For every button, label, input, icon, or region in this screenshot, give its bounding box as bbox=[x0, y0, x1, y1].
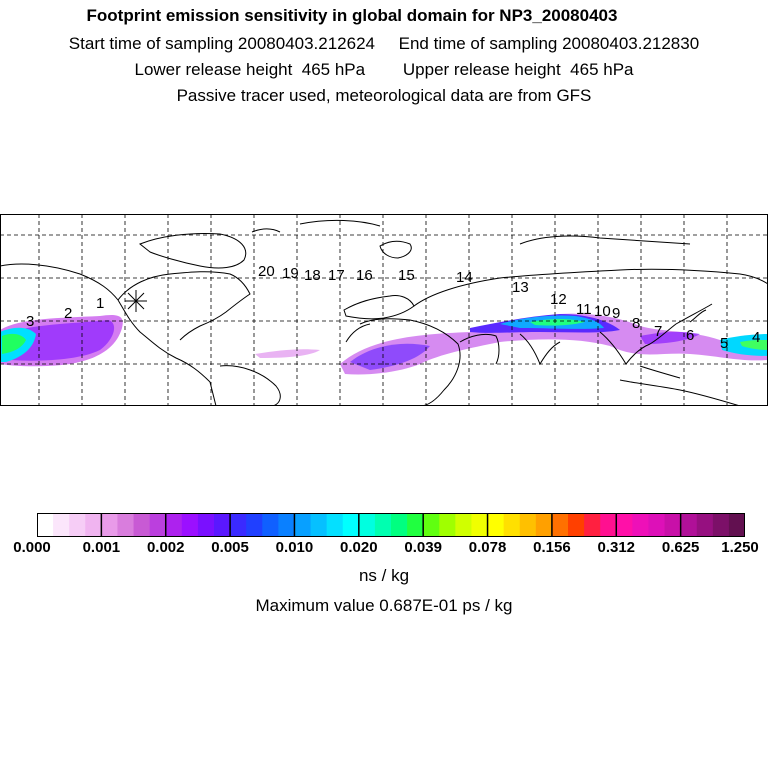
colorbar-tick-label: 0.156 bbox=[533, 539, 571, 556]
colorbar-swatch bbox=[568, 513, 585, 537]
trajectory-label: 11 bbox=[576, 301, 592, 318]
colorbar-swatch bbox=[584, 513, 601, 537]
colorbar-swatch bbox=[712, 513, 730, 537]
trajectory-label: 18 bbox=[304, 267, 321, 284]
release-height-line: Lower release height 465 hPa Upper relea… bbox=[134, 60, 634, 79]
colorbar-swatch bbox=[326, 513, 344, 537]
colorbar-tick-label: 0.625 bbox=[661, 539, 700, 556]
maximum-value: Maximum value 0.687E-01 ps / kg bbox=[255, 596, 513, 615]
colorbar-swatch bbox=[374, 513, 392, 537]
trajectory-label: 14 bbox=[456, 269, 473, 286]
trajectory-label: 6 bbox=[686, 327, 694, 344]
emission-footprint bbox=[0, 313, 768, 375]
trajectory-label: 9 bbox=[612, 305, 620, 322]
colorbar-swatch bbox=[551, 513, 569, 537]
colorbar-swatch bbox=[391, 513, 408, 537]
colorbar-tick-label: 0.002 bbox=[146, 539, 185, 556]
colorbar-tick-label: 0.020 bbox=[340, 539, 378, 556]
colorbar bbox=[37, 513, 745, 537]
colorbar-swatch bbox=[358, 513, 376, 537]
trajectory-label: 8 bbox=[632, 315, 640, 332]
colorbar-swatch bbox=[519, 513, 537, 537]
colorbar-swatch bbox=[503, 513, 521, 537]
trajectory-label: 13 bbox=[512, 279, 529, 296]
colorbar-tick-label: 0.005 bbox=[211, 539, 249, 556]
colorbar-swatch bbox=[117, 513, 135, 537]
sampling-time-line: Start time of sampling 20080403.212624 E… bbox=[68, 34, 700, 53]
trajectory-label: 10 bbox=[594, 303, 611, 320]
colorbar-swatch bbox=[69, 513, 86, 537]
trajectory-label: 2 bbox=[64, 305, 72, 322]
colorbar-swatch bbox=[101, 513, 118, 537]
colorbar-swatch bbox=[423, 513, 440, 537]
colorbar-swatch bbox=[230, 513, 247, 537]
colorbar-swatch bbox=[648, 513, 666, 537]
trajectory-label: 19 bbox=[282, 265, 299, 282]
colorbar-swatch bbox=[471, 513, 489, 537]
trajectory-label: 4 bbox=[752, 329, 760, 346]
colorbar-swatch bbox=[310, 513, 328, 537]
trajectory-label: 17 bbox=[328, 267, 345, 284]
trajectory-label: 16 bbox=[356, 267, 373, 284]
trajectory-label: 5 bbox=[720, 335, 728, 352]
trajectory-label: 3 bbox=[26, 313, 34, 330]
colorbar-tick-label: 0.010 bbox=[275, 539, 314, 556]
colorbar-swatch bbox=[535, 513, 553, 537]
colorbar-swatch bbox=[85, 513, 102, 537]
lat-lon-grid bbox=[0, 214, 768, 406]
colorbar-tick-label: 0.000 bbox=[13, 539, 51, 556]
colorbar-swatch bbox=[728, 513, 745, 537]
colorbar-tick-label: 1.250 bbox=[721, 539, 759, 556]
colorbar-swatch bbox=[294, 513, 312, 537]
colorbar-tick-label: 0.312 bbox=[597, 539, 636, 556]
colorbar-swatch bbox=[680, 513, 698, 537]
trajectory-label: 20 bbox=[258, 263, 275, 280]
colorbar-swatch bbox=[197, 513, 215, 537]
colorbar-tick-label: 0.078 bbox=[468, 539, 507, 556]
colorbar-swatch bbox=[664, 513, 682, 537]
trajectory-label: 15 bbox=[398, 267, 415, 284]
map-frame bbox=[0, 214, 768, 406]
colorbar-swatch bbox=[455, 513, 472, 537]
colorbar-swatch bbox=[342, 513, 360, 537]
colorbar-swatch bbox=[487, 513, 505, 537]
colorbar-tick-label: 0.039 bbox=[404, 539, 442, 556]
colorbar-swatch bbox=[133, 513, 151, 537]
colorbar-units: ns / kg bbox=[358, 566, 410, 585]
colorbar-swatch bbox=[278, 513, 295, 537]
colorbar-swatch bbox=[696, 513, 714, 537]
colorbar-tick-label: 0.001 bbox=[82, 539, 121, 556]
colorbar-swatch bbox=[439, 513, 456, 537]
trajectory-label: 1 bbox=[96, 295, 104, 312]
colorbar-swatch bbox=[262, 513, 279, 537]
colorbar-swatch bbox=[53, 513, 70, 537]
trajectory-label: 7 bbox=[654, 323, 662, 340]
trajectory-label: 12 bbox=[550, 291, 567, 308]
asterisk-icon bbox=[125, 290, 147, 312]
coastlines bbox=[0, 219, 768, 406]
tracer-info-line: Passive tracer used, meteorological data… bbox=[176, 86, 592, 105]
colorbar-swatch bbox=[181, 513, 199, 537]
colorbar-frame bbox=[37, 513, 745, 537]
colorbar-swatch bbox=[37, 513, 54, 537]
colorbar-swatch bbox=[214, 513, 231, 537]
colorbar-swatch bbox=[246, 513, 263, 537]
colorbar-swatch bbox=[616, 513, 633, 537]
colorbar-swatch bbox=[149, 513, 167, 537]
plot-title: Footprint emission sensitivity in global… bbox=[86, 6, 618, 25]
colorbar-swatch bbox=[600, 513, 617, 537]
colorbar-swatch bbox=[165, 513, 183, 537]
colorbar-swatch bbox=[407, 513, 424, 537]
colorbar-swatch bbox=[632, 513, 649, 537]
